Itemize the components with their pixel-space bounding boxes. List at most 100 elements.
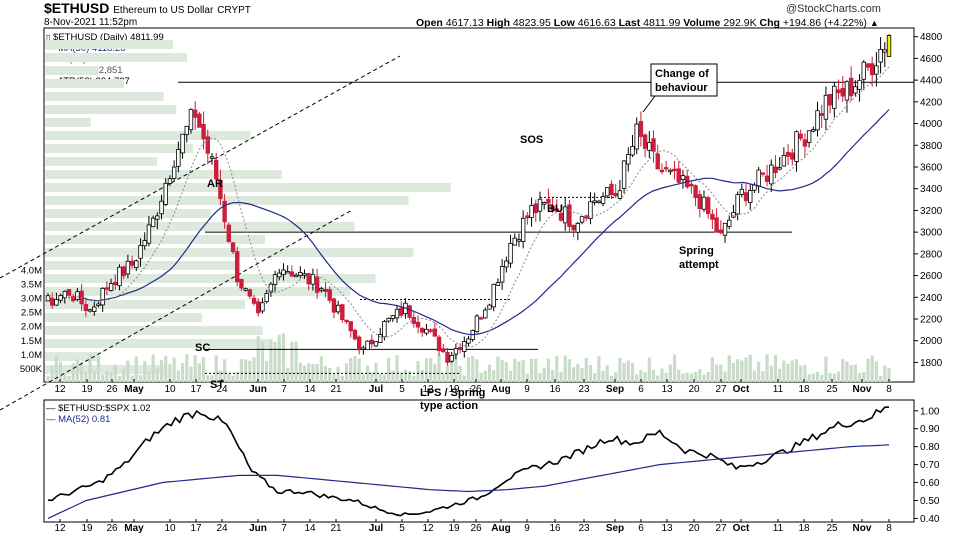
candle-body <box>596 200 602 204</box>
ratio-tick-label: 0.40 <box>920 514 940 525</box>
candle-body <box>659 169 665 173</box>
volume-bar <box>551 370 555 382</box>
volume-bar <box>487 364 492 382</box>
x-tick-label: 6 <box>638 523 644 534</box>
vbp-bar <box>45 261 239 270</box>
channel-line-lower <box>0 209 353 411</box>
candle-body <box>113 281 118 286</box>
volume-bar <box>466 357 471 382</box>
candle-body <box>453 348 459 355</box>
candle-body <box>676 168 681 183</box>
volume-bar <box>525 373 529 382</box>
ma30-line <box>81 109 890 336</box>
candle-body <box>785 151 791 157</box>
x-tick-label: 26 <box>106 384 118 395</box>
vbp-bar <box>45 92 164 101</box>
candle-body <box>247 289 253 297</box>
candle-body <box>243 288 248 291</box>
volume-bar <box>172 357 176 382</box>
volume-bar <box>155 367 159 382</box>
vbp-bar <box>45 300 245 309</box>
candle-body <box>748 190 753 204</box>
volume-bar <box>656 375 660 382</box>
candle-body <box>541 202 547 205</box>
vbp-bar <box>45 170 282 179</box>
volume-bar <box>740 360 744 382</box>
x-tick-label: 19 <box>448 384 460 395</box>
candle-body <box>428 329 433 332</box>
candle-body <box>588 201 593 220</box>
volume-bar <box>223 359 227 382</box>
y-tick-label: 4400 <box>920 76 943 87</box>
annotation-spring-1: Spring <box>679 245 714 257</box>
volume-bar <box>298 362 302 382</box>
volume-bar <box>340 375 344 382</box>
volume-bar <box>117 375 122 382</box>
annotation-lps-1: LPS / Spring <box>420 387 485 399</box>
candle-body <box>449 354 454 362</box>
candle-body <box>558 212 564 221</box>
volume-bar <box>811 373 815 382</box>
annotations: SC ST AR SOS BU Spring attempt Change of… <box>195 63 719 412</box>
vbp-bar <box>45 196 409 205</box>
candle-body <box>382 321 387 338</box>
candle-body <box>289 271 295 277</box>
vbp-bar <box>45 105 177 114</box>
x-tick-label: 25 <box>826 523 838 534</box>
candle-body <box>142 240 147 247</box>
x-tick-label: 11 <box>773 384 784 395</box>
candle-body <box>680 175 686 180</box>
x-tick-label: 13 <box>661 384 673 395</box>
x-tick-label: 27 <box>715 523 727 534</box>
x-tick-label: 21 <box>330 384 342 395</box>
candle-body <box>840 87 845 97</box>
x-tick-label: 9 <box>524 523 530 534</box>
x-tick-label: Oct <box>733 384 750 395</box>
candle-body <box>310 274 316 285</box>
candle-body <box>798 133 803 139</box>
volume-bar <box>685 372 689 382</box>
candle-body <box>323 288 328 292</box>
stockcharts-logo: @StockCharts.com <box>786 3 881 15</box>
candle-body <box>235 251 240 283</box>
volume-bar <box>719 364 723 382</box>
y-tick-label: 2600 <box>920 271 943 282</box>
x-tick-label: 7 <box>281 523 287 534</box>
x-tick-label: Nov <box>853 384 872 395</box>
volume-tick-label: 4.0M <box>21 265 42 276</box>
y-tick-label: 2800 <box>920 249 943 260</box>
candle-body <box>390 315 396 319</box>
volume-bar <box>281 333 286 382</box>
volume-bar <box>252 357 256 382</box>
volume-bar <box>559 371 563 382</box>
candle-body <box>605 187 610 197</box>
volume-bar <box>576 364 580 382</box>
candle-body <box>163 182 168 205</box>
annotation-change-2: behaviour <box>655 82 708 94</box>
candle-body <box>655 153 660 170</box>
volume-bar <box>429 358 433 382</box>
candle-body <box>314 276 320 293</box>
candle-body <box>495 282 501 286</box>
candle-body <box>176 149 181 167</box>
volume-bar <box>374 362 378 382</box>
volume-bar <box>693 371 698 382</box>
volume-bar <box>189 366 193 382</box>
volume-bar <box>508 370 513 382</box>
open-value: 4617.13 <box>445 17 484 29</box>
candle-body <box>239 278 244 289</box>
volume-value: 292.9K <box>723 17 757 29</box>
ratio-ma-line <box>47 444 890 519</box>
volume-bar <box>206 375 210 382</box>
ratio-tick-label: 0.60 <box>920 478 940 489</box>
candle-body <box>457 347 463 350</box>
candle-body <box>579 216 585 223</box>
x-tick-label: 17 <box>190 523 202 534</box>
volume-bar <box>344 363 349 382</box>
chg-label: Chg <box>759 17 780 29</box>
candle-body <box>365 340 370 351</box>
volume-bar <box>256 336 260 382</box>
volume-bar <box>748 354 752 382</box>
symbol-name: Ethereum to US Dollar <box>113 5 214 16</box>
